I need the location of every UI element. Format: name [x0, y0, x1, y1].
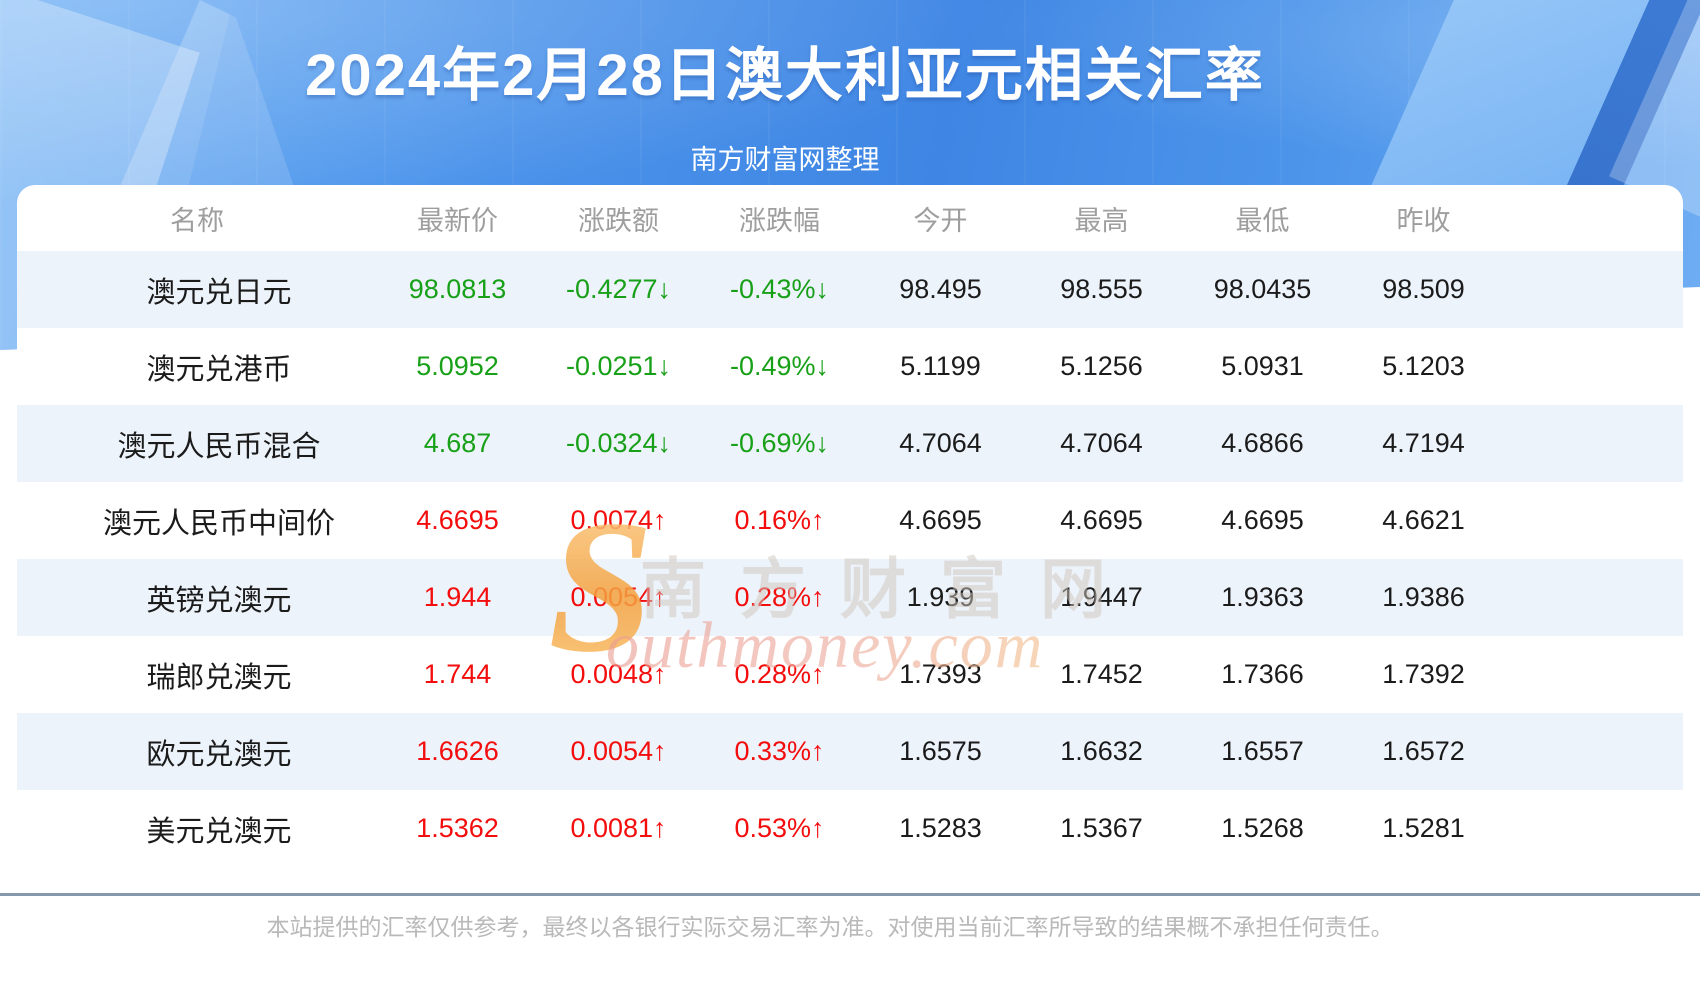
- cell-change: -0.0251↓: [565, 351, 672, 381]
- cell-change: 0.0054↑: [570, 736, 667, 766]
- cell-low: 1.6557: [1221, 736, 1304, 766]
- table-row: 澳元人民币混合 4.687 -0.0324↓ -0.69%↓ 4.7064 4.7064 4…: [17, 405, 1683, 482]
- cell-change_pct: -0.43%↓: [729, 274, 830, 304]
- column-header-change_pct: 涨跌幅: [739, 205, 820, 236]
- column-header-prev_close: 昨收: [1396, 205, 1451, 236]
- cell-low: 5.0931: [1221, 351, 1304, 381]
- cell-change: 0.0074↑: [570, 505, 667, 535]
- cell-latest: 4.6695: [416, 505, 499, 535]
- footer-disclaimer: 本站提供的汇率仅供参考，最终以各银行实际交易汇率为准。对使用当前汇率所导致的结果…: [266, 914, 1394, 940]
- cell-change: 0.0081↑: [570, 813, 667, 843]
- cell-high: 4.6695: [1060, 505, 1143, 535]
- cell-open: 4.6695: [899, 505, 982, 535]
- cell-low: 1.7366: [1221, 659, 1304, 689]
- cell-prev_close: 98.509: [1382, 274, 1465, 304]
- table-row: 澳元人民币中间价 4.6695 0.0074↑ 0.16%↑ 4.6695 4.6695 4…: [17, 482, 1683, 559]
- table-header-row: 名称 最新价 涨跌额 涨跌幅 今开 最高 最低 昨收: [17, 185, 1683, 251]
- page-subtitle: 南方财富网整理: [690, 145, 880, 175]
- cell-open: 1.939: [906, 582, 975, 612]
- cell-low: 98.0435: [1213, 274, 1312, 304]
- cell-change_pct: 0.28%↑: [734, 582, 825, 612]
- cell-low: 1.9363: [1221, 582, 1304, 612]
- cell-latest: 4.687: [423, 428, 492, 458]
- cell-prev_close: 1.7392: [1382, 659, 1465, 689]
- cell-prev_close: 5.1203: [1382, 351, 1465, 381]
- cell-high: 1.7452: [1060, 659, 1143, 689]
- cell-name: 英镑兑澳元: [146, 584, 292, 617]
- cell-name: 澳元兑港币: [146, 353, 292, 386]
- cell-change_pct: -0.69%↓: [729, 428, 830, 458]
- table-row: 英镑兑澳元 1.944 0.0054↑ 0.28%↑ 1.939 1.9447 1.9363…: [17, 559, 1683, 636]
- cell-change_pct: 0.33%↑: [734, 736, 825, 766]
- table-row: 美元兑澳元 1.5362 0.0081↑ 0.53%↑ 1.5283 1.5367 1.52…: [17, 790, 1683, 867]
- banner-text-block: 2024年2月28日澳大利亚元相关汇率 南方财富网整理: [0, 0, 1570, 177]
- cell-name: 澳元兑日元: [146, 276, 292, 309]
- table-body: 澳元兑日元 98.0813 -0.4277↓ -0.43%↓ 98.495 98.555 9…: [17, 251, 1683, 867]
- cell-low: 4.6695: [1221, 505, 1304, 535]
- cell-latest: 1.5362: [416, 813, 499, 843]
- cell-low: 4.6866: [1221, 428, 1304, 458]
- cell-latest: 98.0813: [408, 274, 507, 304]
- table-row: 欧元兑澳元 1.6626 0.0054↑ 0.33%↑ 1.6575 1.6632 1.65…: [17, 713, 1683, 790]
- cell-prev_close: 4.6621: [1382, 505, 1465, 535]
- table-row: 澳元兑港币 5.0952 -0.0251↓ -0.49%↓ 5.1199 5.1256 5.…: [17, 328, 1683, 405]
- column-header-latest: 最新价: [417, 205, 498, 236]
- cell-change_pct: 0.16%↑: [734, 505, 825, 535]
- cell-high: 98.555: [1060, 274, 1143, 304]
- cell-name: 瑞郎兑澳元: [146, 661, 292, 694]
- cell-high: 1.5367: [1060, 813, 1143, 843]
- cell-latest: 5.0952: [416, 351, 499, 381]
- cell-latest: 1.744: [423, 659, 492, 689]
- cell-prev_close: 1.9386: [1382, 582, 1465, 612]
- column-header-high: 最高: [1074, 205, 1129, 236]
- cell-latest: 1.6626: [416, 736, 499, 766]
- cell-open: 1.6575: [899, 736, 982, 766]
- rates-table-panel: 名称 最新价 涨跌额 涨跌幅 今开 最高 最低 昨收 澳元兑日元 98.0813 -0.4277↓…: [17, 185, 1683, 893]
- cell-prev_close: 1.5281: [1382, 813, 1465, 843]
- cell-open: 98.495: [899, 274, 982, 304]
- cell-change_pct: -0.49%↓: [729, 351, 830, 381]
- cell-change: 0.0054↑: [570, 582, 667, 612]
- cell-latest: 1.944: [423, 582, 492, 612]
- cell-low: 1.5268: [1221, 813, 1304, 843]
- cell-name: 澳元人民币中间价: [102, 507, 335, 540]
- page-title: 2024年2月28日澳大利亚元相关汇率: [305, 43, 1265, 108]
- column-header-change: 涨跌额: [578, 205, 659, 236]
- cell-name: 澳元人民币混合: [117, 430, 321, 463]
- cell-open: 5.1199: [900, 351, 981, 381]
- cell-name: 欧元兑澳元: [146, 738, 292, 771]
- cell-open: 1.7393: [899, 659, 982, 689]
- cell-change_pct: 0.53%↑: [734, 813, 825, 843]
- cell-change: -0.0324↓: [565, 428, 672, 458]
- cell-open: 1.5283: [899, 813, 982, 843]
- cell-high: 4.7064: [1060, 428, 1143, 458]
- column-header-open: 今开: [913, 205, 968, 236]
- cell-name: 美元兑澳元: [146, 815, 292, 848]
- footer-divider: [0, 893, 1700, 896]
- column-header-name: 名称: [170, 205, 224, 236]
- cell-prev_close: 1.6572: [1382, 736, 1465, 766]
- cell-change: 0.0048↑: [570, 659, 667, 689]
- cell-high: 1.6632: [1060, 736, 1143, 766]
- cell-change_pct: 0.28%↑: [734, 659, 825, 689]
- cell-prev_close: 4.7194: [1382, 428, 1465, 458]
- cell-change: -0.4277↓: [565, 274, 672, 304]
- cell-high: 1.9447: [1060, 582, 1143, 612]
- table-row: 澳元兑日元 98.0813 -0.4277↓ -0.43%↓ 98.495 98.555 9…: [17, 251, 1683, 328]
- cell-high: 5.1256: [1060, 351, 1143, 381]
- cell-open: 4.7064: [899, 428, 982, 458]
- column-header-low: 最低: [1235, 205, 1290, 236]
- table-row: 瑞郎兑澳元 1.744 0.0048↑ 0.28%↑ 1.7393 1.7452 1.736…: [17, 636, 1683, 713]
